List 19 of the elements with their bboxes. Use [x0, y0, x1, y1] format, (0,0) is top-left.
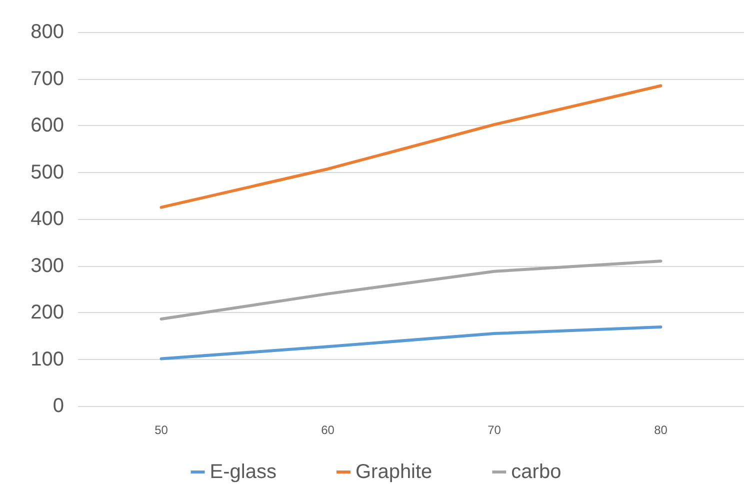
- y-tick-label: 300: [30, 254, 64, 277]
- y-tick-label: 100: [30, 348, 64, 370]
- x-tick-label: 70: [488, 423, 502, 437]
- y-tick-label: 800: [30, 21, 64, 43]
- line-series: [160, 260, 662, 321]
- legend-label: carbo: [511, 461, 562, 483]
- y-tick-label: 200: [30, 302, 64, 324]
- y-tick-label: 0: [52, 395, 64, 417]
- y-tick-label: 500: [30, 161, 64, 184]
- line-series: [160, 325, 662, 360]
- legend-label: E-glass: [210, 461, 276, 483]
- legend-label: Graphite: [355, 461, 432, 483]
- x-tick-label: 50: [154, 423, 168, 437]
- x-tick-label: 60: [321, 423, 335, 437]
- x-tick-label: 80: [654, 423, 668, 437]
- y-tick-label: 700: [30, 68, 64, 90]
- y-tick-label: 600: [30, 114, 64, 136]
- y-tick-label: 400: [30, 208, 64, 230]
- line-series: [160, 84, 662, 209]
